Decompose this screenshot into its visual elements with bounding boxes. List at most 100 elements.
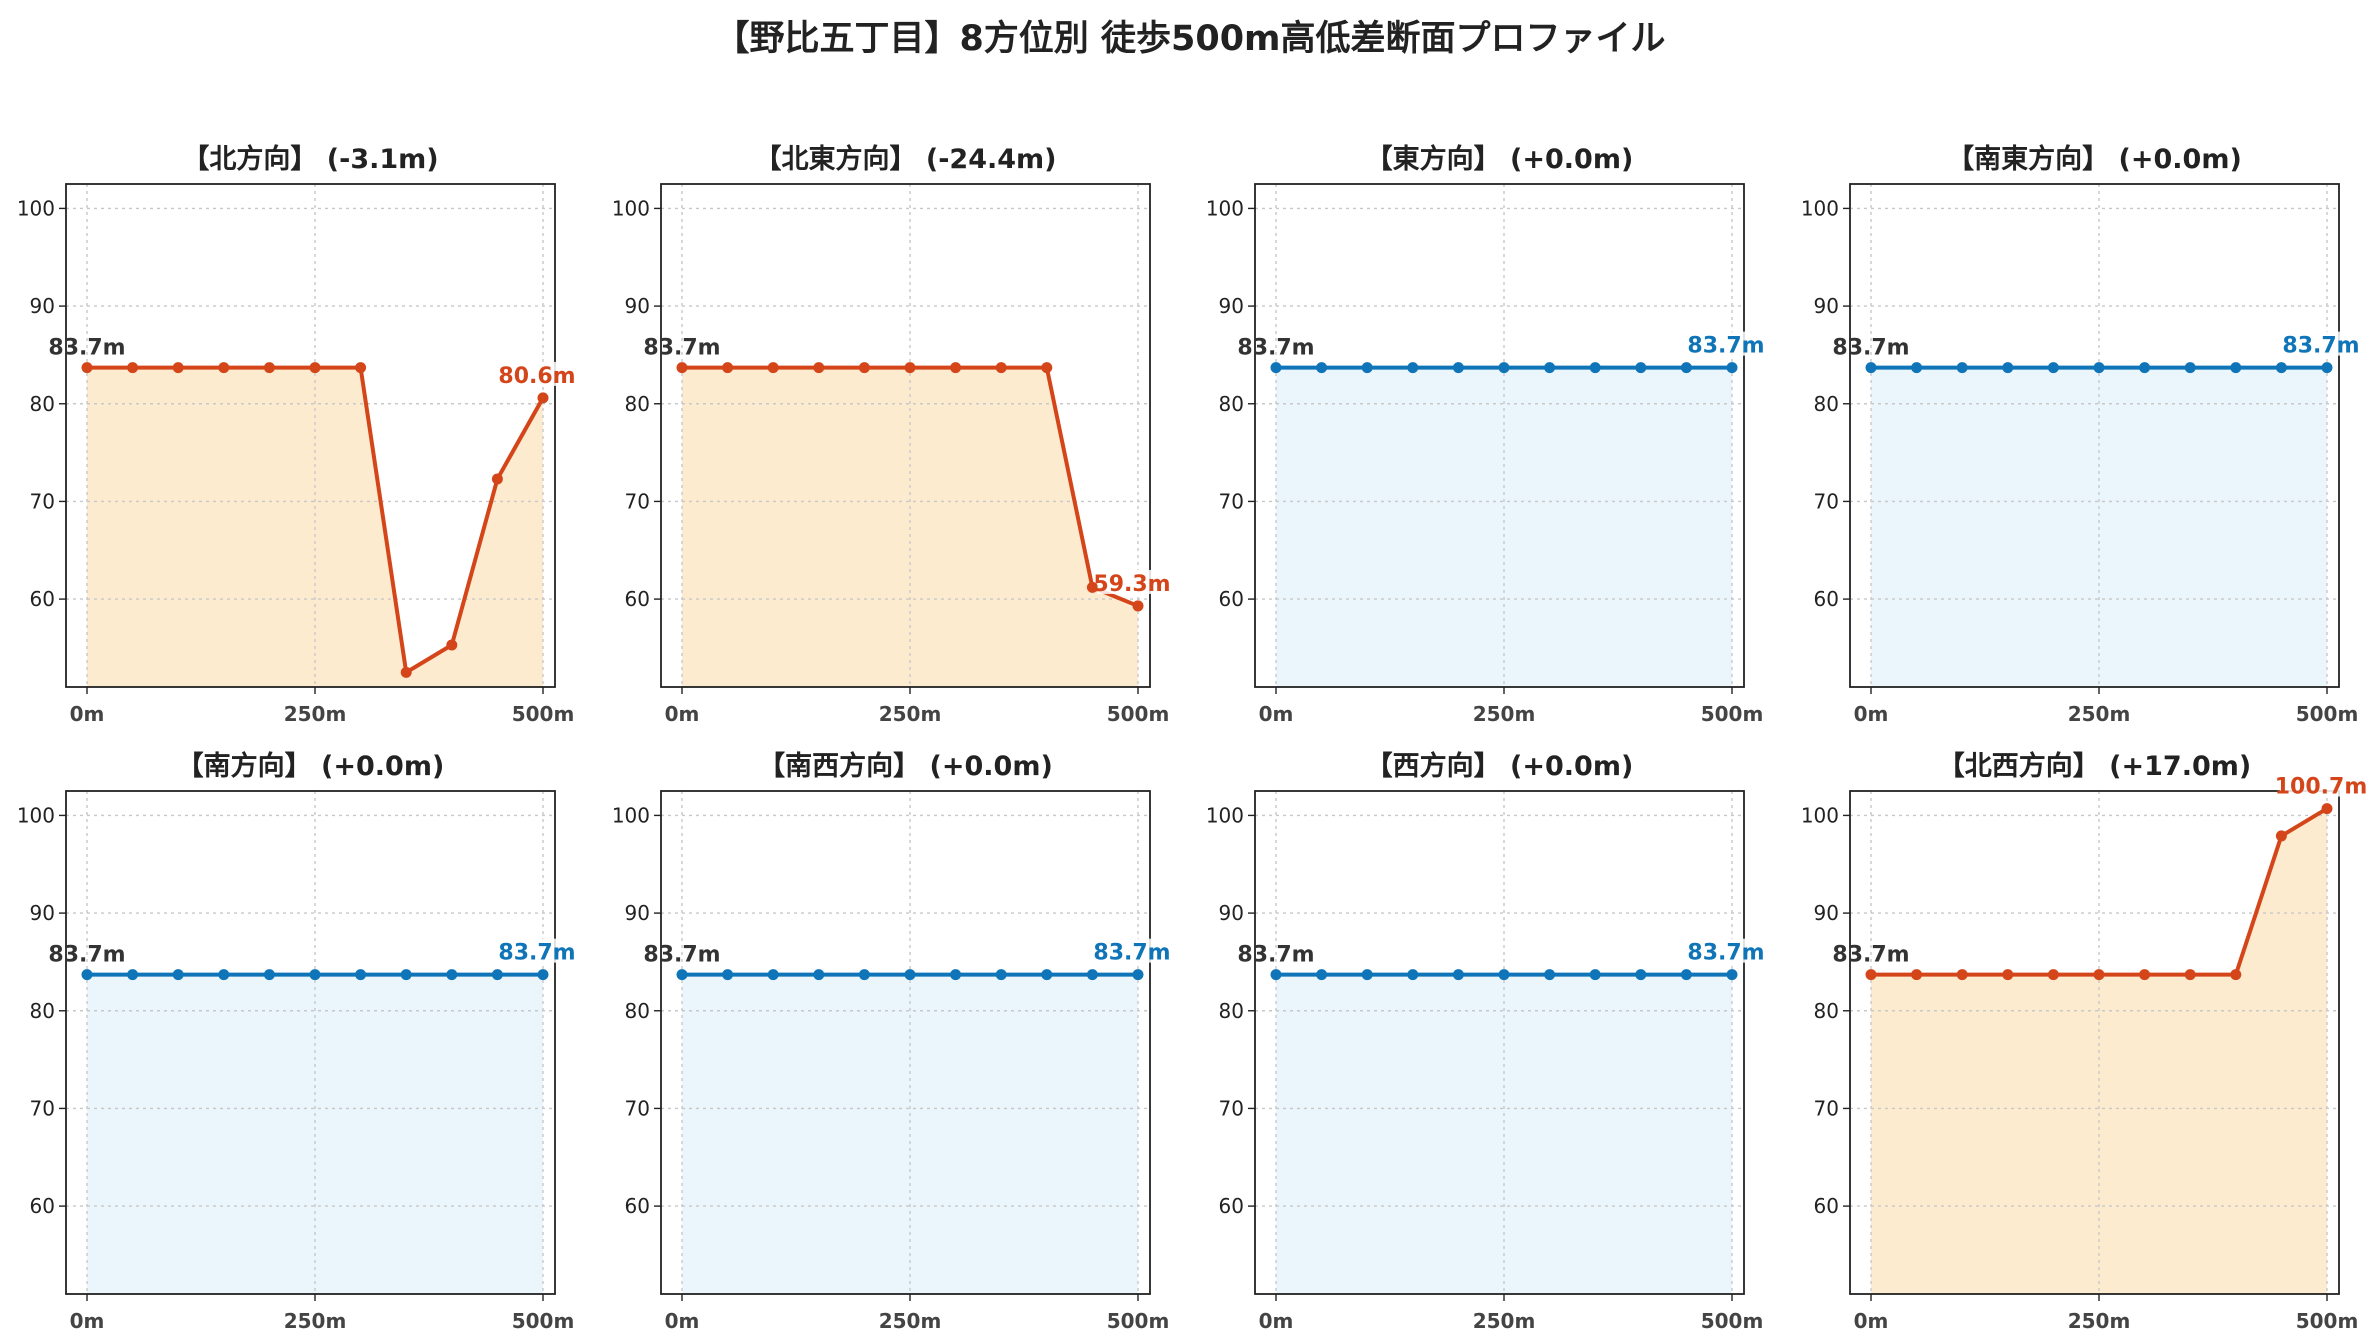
y-tick-label: 60 — [1814, 1194, 1839, 1218]
data-point — [81, 362, 93, 374]
data-point — [491, 969, 503, 981]
end-label: 59.3m — [1093, 572, 1170, 597]
x-tick-label: 250m — [879, 702, 942, 726]
data-point — [127, 362, 139, 374]
y-tick-label: 60 — [625, 1194, 650, 1218]
data-point — [722, 969, 734, 981]
y-tick-label: 100 — [1206, 803, 1244, 827]
subplot-title: 【東方向】 (+0.0m) — [1366, 143, 1634, 175]
data-point — [1726, 362, 1738, 374]
data-point — [1316, 362, 1328, 374]
start-label: 83.7m — [1237, 943, 1314, 968]
data-point — [446, 969, 458, 981]
y-tick-label: 70 — [1814, 489, 1839, 513]
y-tick-label: 60 — [30, 1194, 55, 1218]
subplot-title: 【北東方向】 (-24.4m) — [754, 143, 1056, 175]
data-point — [1726, 969, 1738, 981]
y-tick-label: 60 — [1219, 1194, 1244, 1218]
data-point — [1132, 600, 1144, 612]
x-tick-label: 0m — [665, 702, 700, 726]
y-tick-label: 70 — [1219, 489, 1244, 513]
x-tick-label: 500m — [1107, 1309, 1170, 1333]
data-point — [1544, 969, 1556, 981]
x-tick-label: 250m — [1473, 1309, 1536, 1333]
subplot-0: 【北方向】 (-3.1m) 60 70 80 90 100 0m 250m 500m 83.7m 8… — [17, 143, 584, 726]
end-label-bg — [1691, 938, 1773, 963]
data-point — [858, 969, 870, 981]
end-label-bg — [502, 361, 584, 386]
data-point — [813, 969, 825, 981]
data-point — [127, 969, 139, 981]
y-tick-label: 90 — [1814, 294, 1839, 318]
x-tick-label: 0m — [1854, 1309, 1889, 1333]
data-point — [172, 969, 184, 981]
subplot-5: 【南西方向】 (+0.0m) 60 70 80 90 100 0m 250m 500m 83.7m… — [612, 750, 1179, 1333]
y-tick-label: 80 — [30, 999, 55, 1023]
data-point — [2230, 969, 2242, 981]
data-point — [2275, 362, 2287, 374]
subplot-3: 【南東方向】 (+0.0m) 60 70 80 90 100 0m 250m 500m 83.7m… — [1801, 143, 2368, 726]
data-point — [904, 969, 916, 981]
end-label: 83.7m — [1093, 941, 1170, 966]
y-tick-label: 100 — [17, 803, 55, 827]
data-point — [1407, 969, 1419, 981]
data-point — [81, 969, 93, 981]
subplot-title: 【北西方向】 (+17.0m) — [1938, 750, 2251, 782]
plot-frame — [660, 183, 1151, 688]
y-tick-label: 80 — [1814, 392, 1839, 416]
y-tick-label: 100 — [1801, 803, 1839, 827]
end-label-group: 83.7m — [1687, 331, 1773, 359]
page-title: 【野比五丁目】8方位別 徒歩500m高低差断面プロファイル — [714, 19, 1666, 59]
end-label: 83.7m — [1687, 941, 1764, 966]
subplot-7: 【北西方向】 (+17.0m) 60 70 80 90 100 0m 250m 500m 83.7… — [1801, 750, 2375, 1333]
data-point — [1865, 969, 1877, 981]
subplot-6: 【西方向】 (+0.0m) 60 70 80 90 100 0m 250m 500m 83.7m 8… — [1206, 750, 1773, 1333]
end-label-bg — [2279, 772, 2375, 797]
data-point — [2184, 969, 2196, 981]
x-tick-label: 500m — [1701, 702, 1764, 726]
data-point — [309, 362, 321, 374]
data-point — [263, 969, 275, 981]
data-point — [1407, 362, 1419, 374]
y-tick-label: 60 — [1219, 587, 1244, 611]
data-point — [950, 362, 962, 374]
data-point — [858, 362, 870, 374]
data-point — [1635, 362, 1647, 374]
y-tick-label: 70 — [625, 1096, 650, 1120]
subplot-4: 【南方向】 (+0.0m) 60 70 80 90 100 0m 250m 500m 83.7m 8… — [17, 750, 584, 1333]
data-point — [2275, 830, 2287, 842]
data-point — [446, 639, 458, 651]
y-tick-label: 70 — [1219, 1096, 1244, 1120]
y-tick-label: 80 — [625, 999, 650, 1023]
x-tick-label: 250m — [879, 1309, 942, 1333]
data-point — [1361, 969, 1373, 981]
plot-frame — [1254, 183, 1745, 688]
end-label-group: 59.3m — [1093, 569, 1179, 597]
data-point — [2047, 362, 2059, 374]
data-point — [400, 666, 412, 678]
end-label-group: 100.7m — [2275, 772, 2375, 800]
subplot-title: 【南西方向】 (+0.0m) — [758, 750, 1053, 782]
data-point — [767, 969, 779, 981]
data-point — [2321, 362, 2333, 374]
end-label-group: 80.6m — [498, 361, 584, 389]
x-tick-label: 0m — [70, 1309, 105, 1333]
x-tick-label: 0m — [665, 1309, 700, 1333]
data-point — [2184, 362, 2196, 374]
data-point — [355, 969, 367, 981]
data-point — [1589, 362, 1601, 374]
data-point — [1680, 969, 1692, 981]
data-point — [2093, 969, 2105, 981]
y-tick-label: 90 — [1219, 294, 1244, 318]
data-point — [400, 969, 412, 981]
end-label: 80.6m — [498, 364, 575, 389]
y-tick-label: 100 — [17, 196, 55, 220]
y-tick-label: 90 — [625, 901, 650, 925]
y-tick-label: 70 — [1814, 1096, 1839, 1120]
data-point — [1589, 969, 1601, 981]
y-tick-label: 80 — [1219, 999, 1244, 1023]
x-tick-label: 0m — [1854, 702, 1889, 726]
plot-frame — [1254, 790, 1745, 1295]
data-point — [676, 362, 688, 374]
y-tick-label: 70 — [30, 1096, 55, 1120]
